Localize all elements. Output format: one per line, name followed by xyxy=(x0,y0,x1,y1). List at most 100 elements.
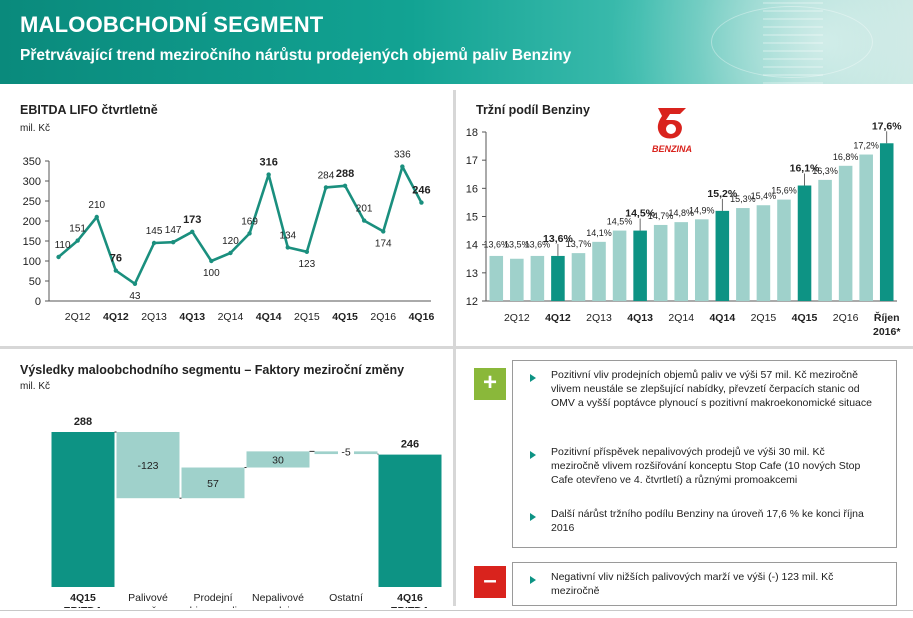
market-share-bar xyxy=(674,222,689,301)
divider-horizontal xyxy=(0,346,913,349)
y-tick-label: 18 xyxy=(466,127,478,139)
market-share-bar xyxy=(818,179,832,301)
x-tick-label: 4Q14 xyxy=(709,312,735,324)
positive-factors-box xyxy=(512,360,897,548)
category-label: Palivové xyxy=(128,592,168,604)
data-point xyxy=(75,238,80,243)
data-point xyxy=(56,254,61,260)
x-tick-label: 2Q13 xyxy=(141,311,167,323)
data-label: 14,1% xyxy=(586,228,612,238)
data-point xyxy=(113,268,119,273)
market-share-bar xyxy=(551,255,565,301)
data-label: 16,1% xyxy=(790,163,820,175)
divider-vertical xyxy=(453,90,456,606)
data-point xyxy=(361,218,367,223)
data-label: 14,7% xyxy=(648,211,674,221)
x-tick-label: 2Q14 xyxy=(218,311,244,323)
data-label: 210 xyxy=(88,200,105,211)
data-point xyxy=(400,164,405,169)
minus-sign-icon: – xyxy=(474,566,506,598)
x-tick-label: 4Q12 xyxy=(545,312,571,324)
market-share-bar xyxy=(612,230,627,301)
data-label: 15,3% xyxy=(730,194,756,204)
data-label: 288 xyxy=(336,168,354,180)
x-tick-label: 2Q14 xyxy=(668,312,694,324)
x-tick-label: 2Q13 xyxy=(586,312,612,324)
positive-factor-3: Další nárůst tržního podílu Benziny na ú… xyxy=(551,508,864,534)
negative-factors-box xyxy=(512,562,897,606)
y-tick-label: 12 xyxy=(466,296,478,308)
waterfall-chart-title: Výsledky maloobchodního segmentu – Fakto… xyxy=(20,363,405,377)
data-point xyxy=(247,231,252,236)
data-label: 169 xyxy=(241,216,258,227)
data-label: 174 xyxy=(375,238,392,249)
market-share-bar-chart: 1213141516171813,6%13,5%13,6%13,6%13,7%1… xyxy=(466,120,903,338)
market-share-bar xyxy=(797,185,812,301)
divider-bottom xyxy=(0,610,913,611)
ebitda-series-line xyxy=(57,165,423,286)
data-point xyxy=(342,183,348,188)
data-label: 76 xyxy=(110,253,122,265)
market-share-bar xyxy=(510,258,524,301)
market-share-bar xyxy=(489,255,504,301)
market-share-bar xyxy=(653,224,668,301)
data-label: 13,6% xyxy=(525,239,551,249)
category-label: Ostatní xyxy=(329,592,363,604)
data-label: 134 xyxy=(279,230,296,241)
data-label: 30 xyxy=(272,454,284,466)
market-share-bar xyxy=(879,143,894,301)
data-point xyxy=(419,200,424,205)
bullet-arrow-icon xyxy=(530,451,536,459)
data-point xyxy=(132,281,138,286)
label-background xyxy=(338,445,354,457)
data-label: 316 xyxy=(259,157,277,169)
category-label: prodeje xyxy=(260,605,295,608)
market-share-bar xyxy=(592,241,606,301)
category-label: EBITDA xyxy=(390,605,430,608)
bullet-arrow-icon xyxy=(530,513,536,521)
data-point xyxy=(266,172,271,177)
ebitda-chart-title: EBITDA LIFO čtvrtletně xyxy=(20,103,158,117)
data-label: 17,6% xyxy=(872,120,902,132)
data-label: 17,2% xyxy=(853,141,879,151)
data-label: -5 xyxy=(341,446,350,458)
y-tick-label: 200 xyxy=(23,216,41,228)
waterfall-bar xyxy=(181,467,245,499)
data-point xyxy=(304,249,310,254)
data-label: 110 xyxy=(55,240,71,251)
benzina-logo-text: BENZINA xyxy=(652,144,692,154)
data-label: 13,6% xyxy=(543,233,573,245)
data-label: 120 xyxy=(222,236,239,247)
data-label: 246 xyxy=(401,439,419,451)
data-point xyxy=(190,229,195,234)
market-share-bar xyxy=(838,165,853,301)
x-tick-label: 4Q13 xyxy=(627,312,653,324)
data-label: 201 xyxy=(356,204,373,215)
x-tick-label: 4Q14 xyxy=(256,311,282,323)
waterfall-chart: 2884Q15EBITDALIFO-123Palivovémarže57Prod… xyxy=(51,416,442,608)
x-tick-label: 2016* xyxy=(873,326,901,338)
data-label: 14,5% xyxy=(625,208,655,220)
market-share-bar xyxy=(736,208,750,301)
category-label: EBITDA xyxy=(63,605,103,608)
data-label: 14,9% xyxy=(689,205,715,215)
x-tick-label: 2Q15 xyxy=(751,312,777,324)
positive-factor-1: Pozitivní vliv prodejních objemů paliv v… xyxy=(551,369,872,409)
data-label: 13,5% xyxy=(504,239,530,249)
data-label: 14,8% xyxy=(668,208,694,218)
x-tick-label: Říjen xyxy=(874,311,900,324)
y-tick-label: 13 xyxy=(466,268,478,280)
x-tick-label: 4Q15 xyxy=(792,312,818,324)
y-tick-label: 350 xyxy=(23,156,41,168)
x-tick-label: 4Q16 xyxy=(409,311,435,323)
y-tick-label: 15 xyxy=(466,212,478,224)
market-share-bar xyxy=(859,154,873,301)
y-tick-label: 14 xyxy=(466,240,478,252)
data-point xyxy=(151,240,157,246)
category-label: marže xyxy=(133,605,162,608)
benzina-logo: BENZINA xyxy=(640,104,704,156)
y-tick-label: 16 xyxy=(466,183,478,195)
data-label: 13,6% xyxy=(484,239,510,249)
x-tick-label: 2Q16 xyxy=(370,311,396,323)
x-tick-label: 2Q15 xyxy=(294,311,320,323)
